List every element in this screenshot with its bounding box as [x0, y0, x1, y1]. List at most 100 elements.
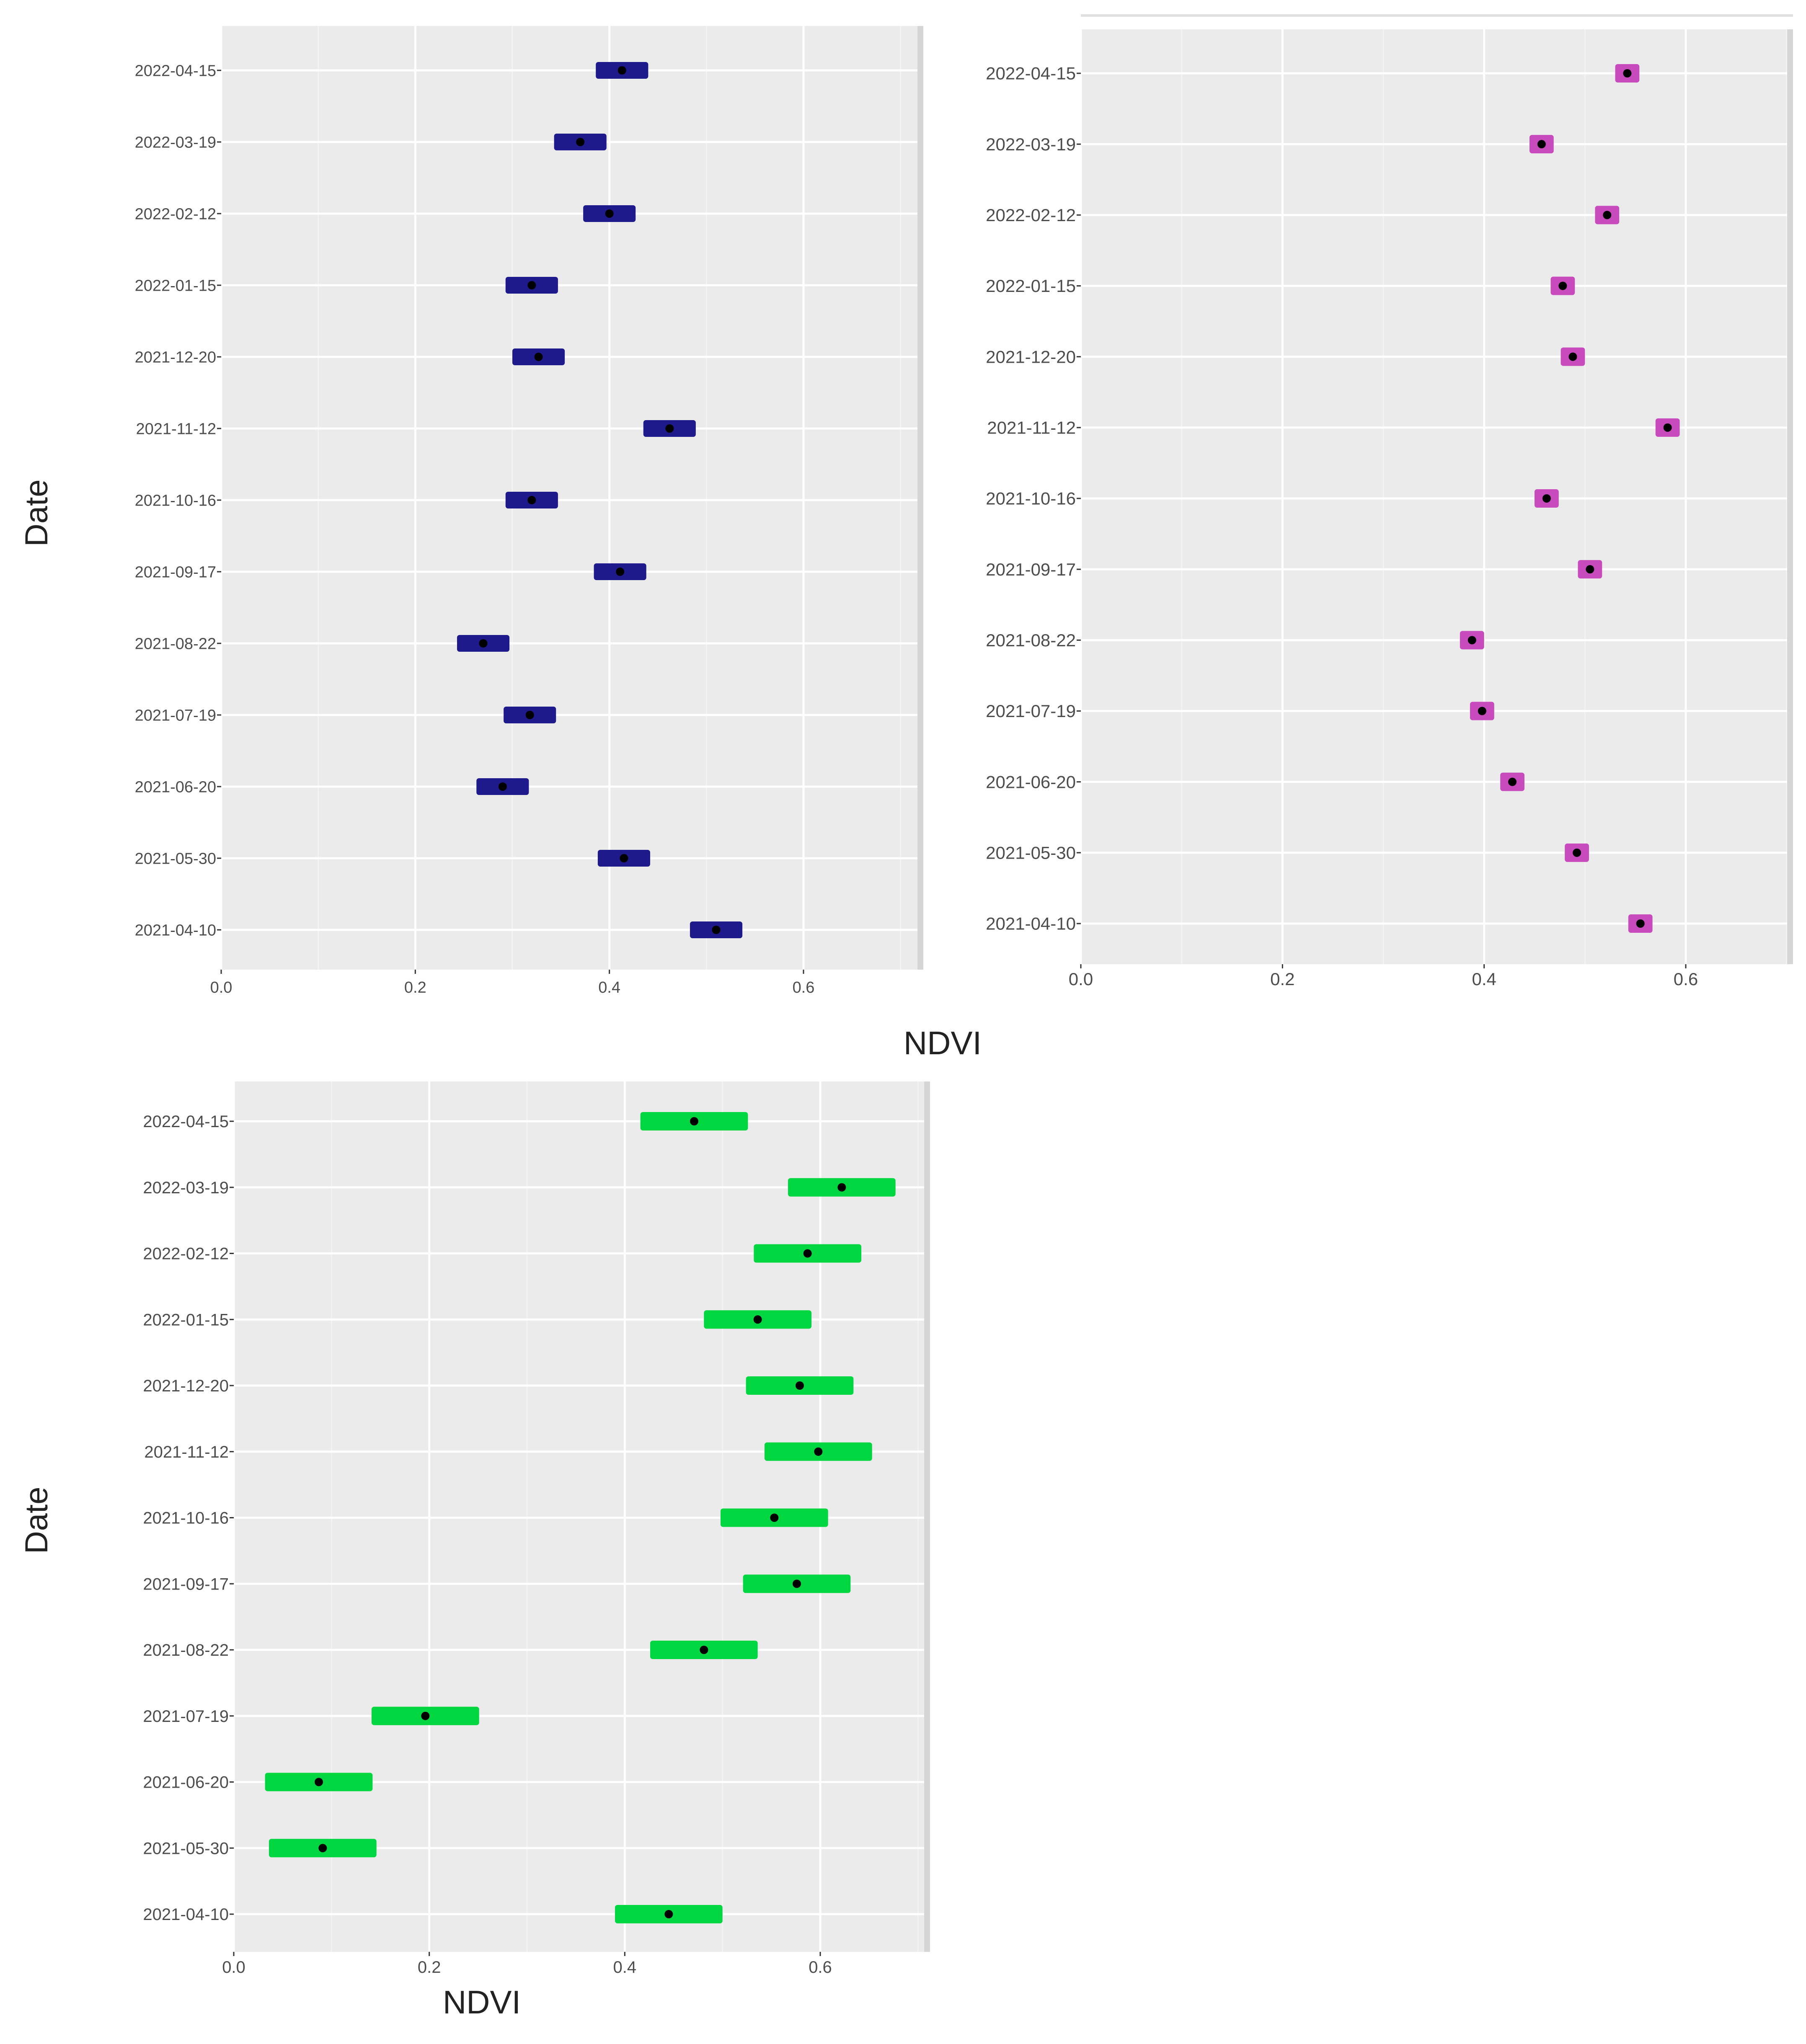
y-gridlines: [221, 69, 917, 931]
mean-point: [803, 1249, 812, 1258]
y-tick-label: 2021-10-16: [143, 1509, 229, 1528]
y-tick-label: 2022-01-15: [986, 276, 1076, 296]
y-tick-label: 2021-09-17: [135, 563, 216, 581]
x-gridlines: [1080, 29, 1787, 964]
mean-point: [318, 1844, 327, 1853]
y-tick-label: 2022-02-12: [143, 1245, 229, 1263]
y-tick-label: 2021-11-12: [987, 418, 1076, 438]
mean-point: [1573, 848, 1581, 857]
y-tick-label: 2021-05-30: [135, 850, 216, 867]
mean-point: [620, 854, 628, 862]
mean-points: [479, 66, 721, 934]
plot-area: [1081, 29, 1793, 964]
x-tick-label: 0.4: [1472, 969, 1496, 989]
y-tick-label: 2022-02-12: [135, 205, 216, 223]
mean-point: [1508, 777, 1517, 786]
mean-point: [1663, 423, 1672, 432]
plot-right-edge: [917, 26, 923, 970]
mean-point: [690, 1117, 698, 1125]
x-tick-label: 0.6: [793, 979, 815, 996]
chart-panel-3: 2021-04-10 2021-05-30 2021-06-20 2021-07-19…: [143, 1081, 930, 1977]
y-tick-label: 2021-09-17: [143, 1575, 229, 1593]
y-tick-label: 2021-09-17: [986, 560, 1076, 579]
y-tick-label: 2021-05-30: [986, 843, 1076, 863]
mean-point: [498, 782, 507, 791]
x-axis-title-bottom: NDVI: [442, 1984, 521, 2021]
y-tick-label: 2021-06-20: [135, 778, 216, 796]
mean-point: [1468, 636, 1476, 645]
mean-point: [616, 568, 625, 576]
y-tick-label: 2021-08-22: [143, 1641, 229, 1659]
mean-point: [527, 496, 536, 504]
y-tick-label: 2021-11-12: [136, 420, 216, 438]
y-tick-label: 2021-11-12: [144, 1443, 229, 1461]
mean-point: [665, 424, 674, 433]
mean-point: [793, 1579, 801, 1588]
chart-panel-1: 2021-04-10 2021-05-30 2021-06-20 2021-07-19…: [135, 26, 923, 996]
mean-point: [1542, 494, 1551, 503]
y-tick-label: 2021-07-19: [143, 1707, 229, 1726]
y-tick-label: 2021-06-20: [143, 1773, 229, 1792]
y-tick-label: 2022-01-15: [135, 277, 216, 294]
y-tick-label: 2021-04-10: [143, 1905, 229, 1924]
x-tick-label: 0.0: [1069, 969, 1093, 989]
y-tick-label: 2021-08-22: [986, 630, 1076, 650]
plot-right-edge: [924, 1081, 930, 1952]
mean-point: [527, 281, 536, 289]
y-axis-title-bottom: Date: [19, 1487, 54, 1554]
mean-points: [315, 1117, 846, 1918]
mean-point: [479, 639, 488, 648]
mean-point: [534, 353, 543, 361]
mean-point: [1586, 565, 1594, 574]
y-tick-label: 2021-12-20: [135, 348, 216, 366]
y-tick-label: 2021-08-22: [135, 635, 216, 653]
y-tick-label: 2021-05-30: [143, 1839, 229, 1858]
y-tick-label: 2021-10-16: [986, 489, 1076, 508]
mean-points: [1468, 69, 1672, 928]
x-axis-title-top: NDVI: [903, 1025, 982, 1061]
mean-point: [315, 1778, 323, 1786]
mean-point: [576, 138, 585, 146]
y-tick-label: 2021-10-16: [135, 492, 216, 509]
y-tick-label: 2022-03-19: [986, 134, 1076, 154]
y-tick-label: 2022-01-15: [143, 1311, 229, 1329]
mean-point: [1478, 707, 1486, 715]
mean-point: [700, 1646, 708, 1654]
chart-panel-2: 2021-04-10 2021-05-30 2021-06-20 2021-07-19…: [986, 14, 1793, 989]
x-tick-label: 0.4: [613, 1958, 637, 1977]
x-tick-label: 0.6: [809, 1958, 832, 1977]
plot-top-rule: [1081, 14, 1793, 17]
mean-point: [837, 1183, 846, 1192]
x-tick-label: 0.2: [404, 979, 426, 996]
mean-point: [525, 711, 534, 719]
mean-point: [605, 209, 614, 218]
y-tick-label: 2021-07-19: [135, 707, 216, 724]
mean-point: [1558, 281, 1567, 290]
y-tick-labels: 2021-04-10 2021-05-30 2021-06-20 2021-07-19…: [986, 64, 1081, 934]
y-tick-labels: 2021-04-10 2021-05-30 2021-06-20 2021-07-19…: [135, 62, 221, 939]
x-gridlines: [220, 26, 901, 970]
mean-point: [796, 1381, 804, 1390]
y-tick-labels: 2021-04-10 2021-05-30 2021-06-20 2021-07-19…: [143, 1112, 234, 1924]
x-tick-label: 0.2: [1270, 969, 1294, 989]
y-axis-title-top: Date: [19, 479, 54, 547]
mean-point: [1636, 919, 1645, 928]
y-tick-label: 2021-12-20: [143, 1377, 229, 1395]
y-tick-label: 2022-04-15: [135, 62, 216, 80]
mean-point: [753, 1315, 762, 1324]
y-tick-label: 2021-06-20: [986, 772, 1076, 792]
x-tick-label: 0.4: [598, 979, 620, 996]
mean-point: [770, 1513, 779, 1522]
y-tick-label: 2022-02-12: [986, 205, 1076, 225]
mean-point: [618, 66, 626, 75]
x-tick-label: 0.2: [418, 1958, 441, 1977]
mean-point: [712, 926, 721, 934]
mean-point: [814, 1447, 823, 1456]
plot-area: [221, 26, 923, 970]
mean-point: [1537, 140, 1546, 149]
mean-point: [1568, 352, 1577, 361]
y-tick-label: 2021-04-10: [135, 921, 216, 939]
y-tick-label: 2022-04-15: [986, 64, 1076, 83]
plot-right-edge: [1787, 29, 1793, 964]
y-tick-label: 2022-03-19: [143, 1179, 229, 1197]
